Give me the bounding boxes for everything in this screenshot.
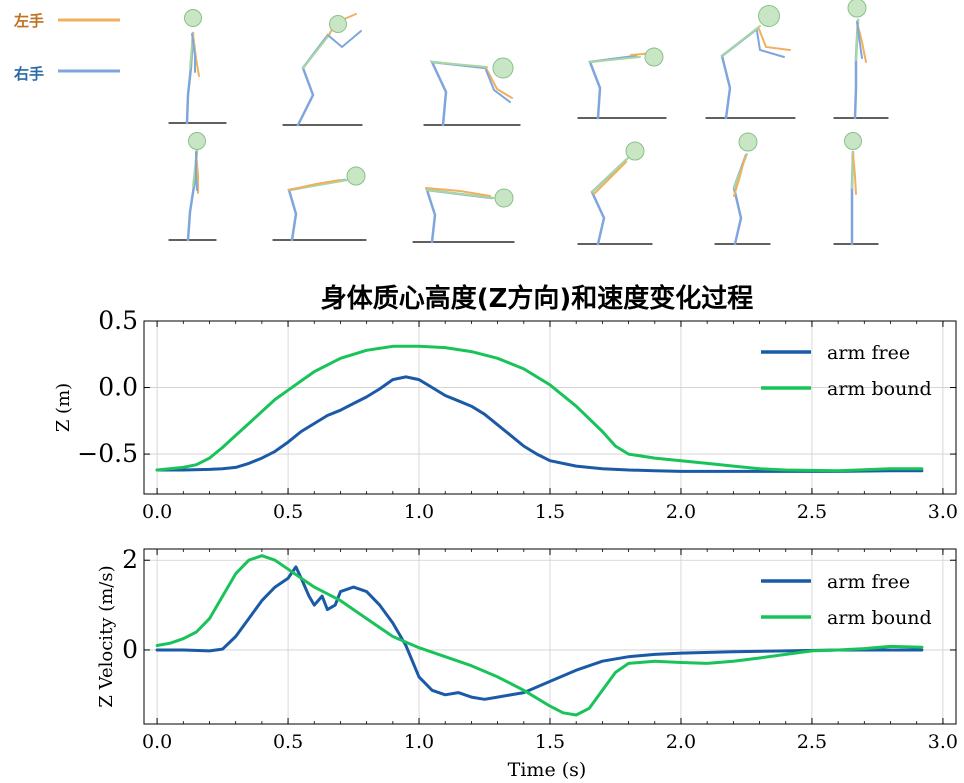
pose-figure xyxy=(272,166,367,242)
y-tick-label: 0 xyxy=(122,635,138,664)
legend-label: arm free xyxy=(827,342,910,364)
pose-figure xyxy=(714,132,771,246)
left-hand-label: 左手 xyxy=(13,12,44,30)
pose-figure xyxy=(412,187,515,244)
pose-figure xyxy=(705,5,796,120)
series-line-arm-free xyxy=(155,375,924,473)
x-tick-label: 2.5 xyxy=(797,501,827,523)
pose-figure xyxy=(423,57,521,127)
right-hand-label: 右手 xyxy=(14,65,44,83)
pose-figure xyxy=(577,47,667,120)
x-tick-label: 0.0 xyxy=(142,501,172,523)
chart-title: 身体质心高度(Z方向)和速度变化过程 xyxy=(321,283,754,314)
hand-legend: 左手 右手 xyxy=(13,12,120,83)
x-tick-label: 0.5 xyxy=(273,501,303,523)
y-axis-label: Z Velocity (m/s) xyxy=(96,565,117,707)
velocity-chart: 0.0 0.5 1.0 1.5 2.0 2.5 3.0 0 2Z Velocity (m/s) T… xyxy=(96,545,958,781)
legend-label: arm bound xyxy=(827,607,932,629)
series-line-arm-free xyxy=(155,565,924,701)
y-tick-label: 2 xyxy=(122,545,138,574)
pose-figure xyxy=(833,0,889,120)
y-tick-label: 0.5 xyxy=(98,306,138,335)
legend-label: arm bound xyxy=(827,378,932,400)
series-line-arm-bound xyxy=(155,554,924,717)
x-tick-label: 0.0 xyxy=(142,731,172,753)
y-axis-label: Z (m) xyxy=(53,383,74,432)
pose-sequence xyxy=(168,0,889,246)
y-tick-label: −0.5 xyxy=(77,439,138,468)
x-tick-label: 2.0 xyxy=(666,501,696,523)
x-tick-label: 2.0 xyxy=(666,731,696,753)
x-tick-label: 3.0 xyxy=(928,501,958,523)
y-tick-label: 0.0 xyxy=(98,373,138,402)
pose-figure xyxy=(282,13,363,127)
height-chart: 0.0 0.5 1.0 1.5 2.0 2.5 3.0 −0.5 0.0 0.5 Z (m) arm … xyxy=(53,306,958,523)
legend-label: arm free xyxy=(827,571,910,593)
x-tick-label: 1.5 xyxy=(535,731,565,753)
x-tick-label: 2.5 xyxy=(797,731,827,753)
x-tick-label: 1.0 xyxy=(404,501,434,523)
x-tick-label: 1.5 xyxy=(535,501,565,523)
x-tick-label: 1.0 xyxy=(404,731,434,753)
pose-figure xyxy=(833,132,879,246)
x-axis-label: Time (s) xyxy=(508,759,587,781)
pose-figure xyxy=(168,132,217,242)
series-line-arm-bound xyxy=(155,344,924,473)
pose-figure xyxy=(168,9,227,125)
pose-figure xyxy=(577,141,653,246)
x-tick-label: 3.0 xyxy=(928,731,958,753)
x-tick-label: 0.5 xyxy=(273,731,303,753)
